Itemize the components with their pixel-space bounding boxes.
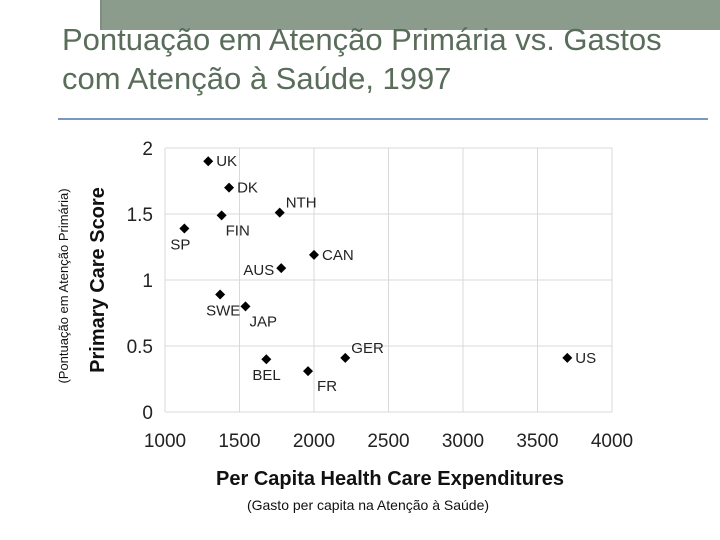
slide-title-line1: Pontuação em Atenção Primária vs. Gastos <box>62 22 662 57</box>
data-point-marker <box>179 223 190 234</box>
x-tick-label: 2000 <box>293 431 335 452</box>
x-tick-label: 1500 <box>218 431 260 452</box>
data-point-marker <box>203 156 214 167</box>
data-point-label: FIN <box>226 222 250 239</box>
data-point-label: CAN <box>322 247 354 264</box>
x-tick-label: 3000 <box>442 431 484 452</box>
y-tick-label: 2 <box>142 139 153 160</box>
x-tick-label: 1000 <box>144 431 186 452</box>
data-point-marker <box>340 352 351 363</box>
y-axis-title: Primary Care Score <box>87 187 109 373</box>
top-bar-left-segment <box>0 0 100 30</box>
slide-title-line2: com Atenção à Saúde, 1997 <box>62 61 452 96</box>
data-point-marker <box>240 301 251 312</box>
data-point-marker <box>562 352 573 363</box>
data-point-marker <box>215 289 226 300</box>
x-tick-label: 3500 <box>516 431 558 452</box>
data-point-label: SP <box>170 237 190 254</box>
top-bar-notch <box>100 0 102 30</box>
slide-title: Pontuação em Atenção Primária vs. Gastos… <box>62 20 682 98</box>
data-point-marker <box>303 366 314 377</box>
data-point-label: AUS <box>243 262 274 279</box>
data-point-marker <box>274 207 285 218</box>
data-point-label: SWE <box>206 303 240 320</box>
data-point-marker <box>224 182 235 193</box>
data-point-label: FR <box>317 378 337 395</box>
data-point-label: NTH <box>286 195 317 212</box>
blue-divider <box>58 118 708 120</box>
grid-layer <box>164 147 613 413</box>
data-point-label: UK <box>216 153 237 170</box>
data-point-label: BEL <box>252 367 280 384</box>
x-tick-label: 4000 <box>591 431 633 452</box>
data-point-marker <box>276 263 287 274</box>
data-point-marker <box>309 249 319 260</box>
bottom-caption: (Gasto per capita na Atenção à Saúde) <box>247 497 489 513</box>
data-point-label: DK <box>237 180 258 197</box>
top-bar-gray-segment <box>100 0 720 30</box>
x-axis-title: Per Capita Health Care Expenditures <box>216 468 564 490</box>
data-point-label: GER <box>351 340 384 357</box>
data-point-label: US <box>575 350 596 367</box>
y-tick-label: 0 <box>142 403 153 424</box>
x-tick-label: 2500 <box>367 431 409 452</box>
side-caption: (Pontuação em Atenção Primária) <box>56 188 71 383</box>
y-tick-label: 1 <box>142 271 153 292</box>
data-point-label: JAP <box>249 313 277 330</box>
data-point-marker <box>261 354 272 365</box>
tick-label-layer: 1000 1500 2000 2500 3000 3500 4000 0 0.5 1 1.5 2 <box>127 139 634 452</box>
y-tick-label: 0.5 <box>127 337 153 358</box>
y-tick-label: 1.5 <box>127 205 153 226</box>
data-point-marker <box>216 210 227 221</box>
top-decorative-bar <box>0 0 720 30</box>
